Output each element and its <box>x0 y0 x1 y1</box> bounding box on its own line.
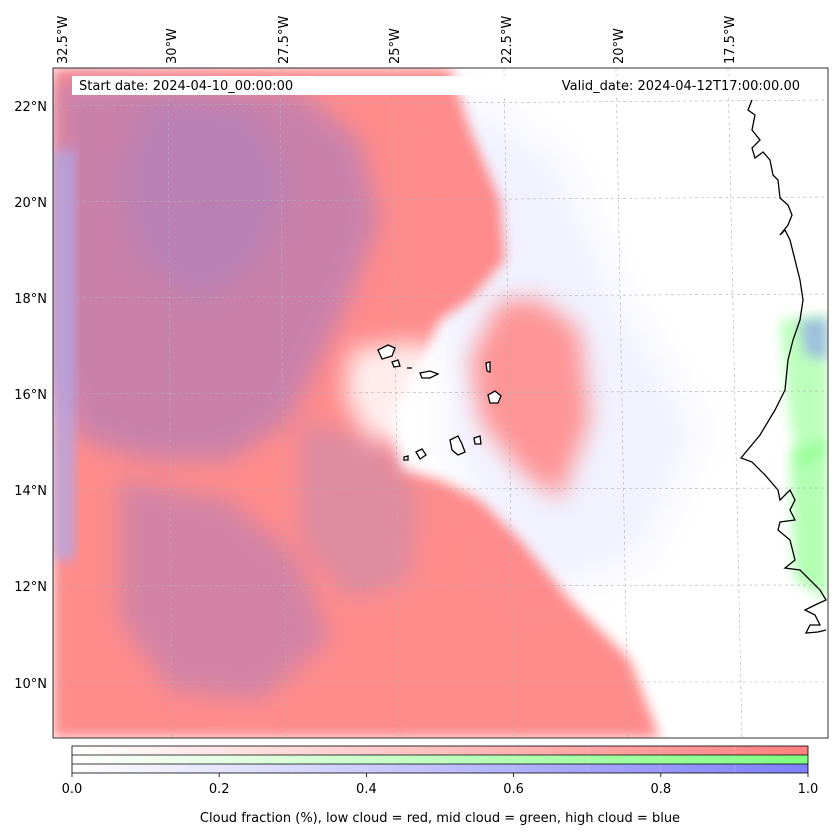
clear-patch <box>345 340 450 440</box>
colorbar-high <box>72 764 808 773</box>
coastline <box>739 99 827 634</box>
colorbar-caption: Cloud fraction (%), low cloud = red, mid… <box>200 811 680 826</box>
colorbar-tick: 0.2 <box>209 782 230 797</box>
gridlines <box>53 68 828 738</box>
island-sao-vicente <box>391 359 401 368</box>
islands <box>377 344 502 461</box>
mixed-cloud-core <box>120 100 290 300</box>
mixed-cloud-south <box>120 480 330 700</box>
high-cloud-coast <box>800 318 828 360</box>
lon-label: 27.5°W <box>277 16 292 64</box>
mid-cloud-south <box>790 440 828 600</box>
valid-date: Valid_date: 2024-04-12T17:00:00.00 <box>562 79 800 94</box>
island-boa-vista <box>487 390 502 404</box>
start-date: Start date: 2024-04-10_00:00:00 <box>79 79 293 94</box>
island-santo-antao <box>377 344 396 360</box>
cloud-field <box>53 68 828 738</box>
lat-label: 20°N <box>14 196 47 211</box>
date-banner <box>72 76 808 95</box>
lat-label: 22°N <box>14 100 47 115</box>
colorbar-mid <box>72 755 808 764</box>
lat-label: 12°N <box>14 580 47 595</box>
high-cloud-west-edge <box>53 150 75 560</box>
lon-label: 32.5°W <box>56 16 71 64</box>
map-frame <box>52 67 829 739</box>
lat-label: 10°N <box>14 677 47 692</box>
lon-label: 25°W <box>388 28 403 64</box>
colorbar-frame <box>71 745 809 774</box>
colorbar-tick: 0.8 <box>650 782 671 797</box>
colorbar: 0.0 0.2 0.4 0.6 0.8 1.0 Cloud fraction (… <box>62 745 819 826</box>
lat-label: 18°N <box>14 292 47 307</box>
colorbar-tick: 1.0 <box>798 782 819 797</box>
island-santiago <box>449 435 466 456</box>
lat-label: 16°N <box>14 388 47 403</box>
lon-label: 17.5°W <box>723 16 738 64</box>
colorbar-tick: 0.0 <box>62 782 83 797</box>
island-fogo <box>415 448 427 460</box>
lon-label: 22.5°W <box>500 16 515 64</box>
lat-label: 14°N <box>14 484 47 499</box>
longitude-labels: 32.5°W 30°W 27.5°W 25°W 22.5°W 20°W 17.5… <box>56 16 738 64</box>
island-brava <box>403 455 409 461</box>
latitude-labels: 22°N 20°N 18°N 16°N 14°N 12°N 10°N <box>14 100 47 692</box>
mixed-cloud-central <box>300 420 420 600</box>
colorbar-tick: 0.6 <box>503 782 524 797</box>
low-cloud-band <box>470 300 590 500</box>
island-sao-nicolau <box>419 370 440 379</box>
lon-label: 30°W <box>165 28 180 64</box>
island-sal <box>485 361 491 373</box>
lon-label: 20°W <box>612 28 627 64</box>
island-maio <box>473 435 482 445</box>
colorbar-low <box>72 746 808 755</box>
colorbar-tick: 0.4 <box>356 782 377 797</box>
